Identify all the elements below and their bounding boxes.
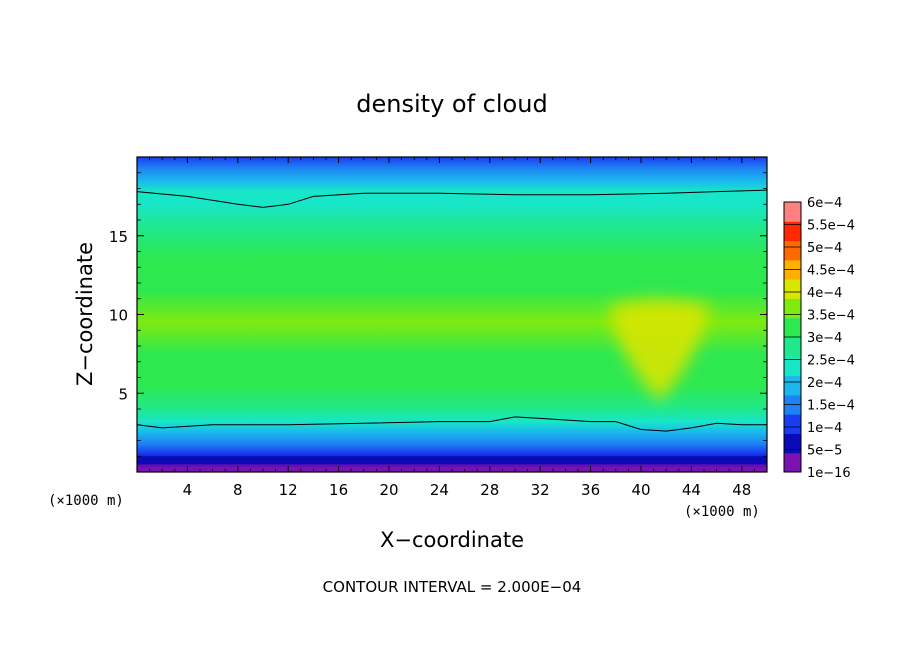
colorbar-label: 5e−4 [807, 241, 842, 256]
contour-line-lower [136, 416, 767, 432]
y-tick-label: 5 [118, 385, 128, 403]
y-tick-label: 10 [109, 307, 128, 325]
chart-title: density of cloud [356, 90, 547, 118]
colorbar-label: 5.5e−4 [807, 219, 855, 234]
y-axis-label: Z−coordinate [73, 242, 97, 386]
x-tick-label: 28 [480, 481, 499, 499]
colorbar-label: 3e−4 [807, 331, 842, 346]
colorbar-swatch [784, 433, 801, 454]
colorbar: 1e−16 5e−5 1e−4 1.5e−4 2e−4 2.5e−4 3e−4 3.5e−4 4… [783, 196, 855, 481]
x-unit-right: (×1000 m) [684, 504, 760, 520]
colorbar-swatch [784, 317, 801, 338]
colorbar-label: 2e−4 [807, 376, 842, 391]
x-tick-label: 4 [183, 481, 193, 499]
plot-area [136, 156, 768, 473]
contour-interval-note: CONTOUR INTERVAL = 2.000E−04 [323, 578, 582, 596]
colorbar-swatch [784, 356, 801, 377]
colorbar-swatch [784, 337, 801, 357]
colorbar-label: 5e−5 [807, 444, 842, 459]
ground-layer [137, 456, 767, 465]
x-tick-label: 20 [379, 481, 398, 499]
plume-feature [609, 299, 711, 402]
x-tick-label: 32 [531, 481, 550, 499]
x-axis-ticks: 4 8 12 16 20 24 28 32 36 40 44 48 [149, 157, 755, 499]
contour-line-upper [136, 189, 768, 208]
colorbar-label: 1e−4 [807, 421, 842, 436]
colorbar-label: 6e−4 [807, 196, 842, 211]
x-tick-label: 8 [233, 481, 243, 499]
colorbar-swatch [784, 202, 801, 222]
colorbar-swatch [784, 279, 801, 299]
x-tick-label: 24 [430, 481, 449, 499]
x-tick-label: 48 [732, 481, 751, 499]
colorbar-swatch [784, 414, 801, 434]
y-axis-ticks: 5 10 15 [109, 172, 767, 457]
colorbar-swatch [784, 240, 801, 261]
colorbar-label: 3.5e−4 [807, 309, 855, 324]
x-unit-left: (×1000 m) [48, 493, 124, 509]
colorbar-label: 4e−4 [807, 286, 842, 301]
colorbar-label: 1.5e−4 [807, 399, 855, 414]
colorbar-swatch [784, 221, 801, 242]
y-tick-label: 15 [109, 228, 128, 246]
x-tick-label: 12 [279, 481, 298, 499]
colorbar-swatch [784, 298, 801, 319]
colorbar-label: 2.5e−4 [807, 354, 855, 369]
x-tick-label: 40 [631, 481, 650, 499]
x-tick-label: 16 [329, 481, 348, 499]
x-tick-label: 36 [581, 481, 600, 499]
x-axis-label: X−coordinate [380, 528, 524, 552]
x-tick-label: 44 [682, 481, 701, 499]
colorbar-swatch [784, 452, 801, 473]
colorbar-label: 4.5e−4 [807, 264, 855, 279]
colorbar-swatch [784, 375, 801, 396]
colorbar-label: 1e−16 [807, 466, 851, 481]
